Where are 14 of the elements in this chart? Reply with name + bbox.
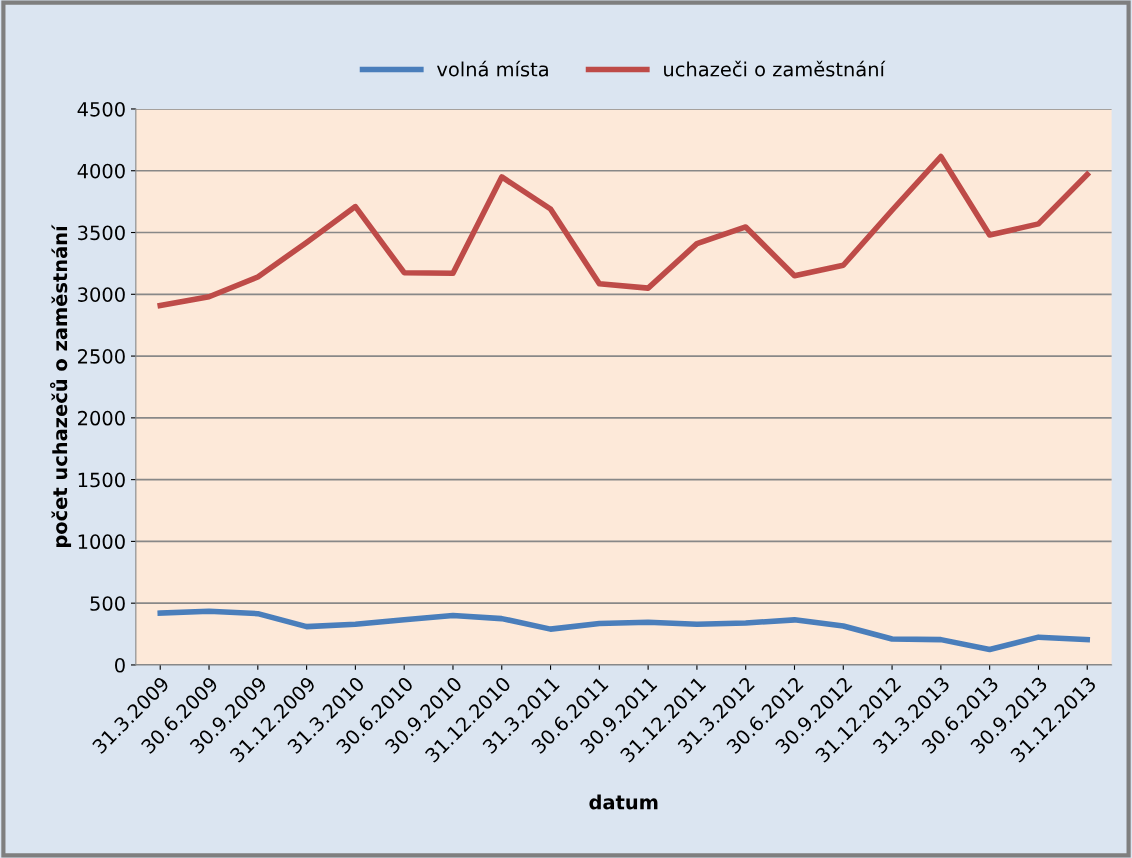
y-tick-label: 1500 <box>78 472 125 488</box>
y-tick-label: 4000 <box>77 163 125 179</box>
y-tick-label: 2000 <box>78 410 125 426</box>
y-tick-label: 0 <box>115 657 125 673</box>
legend-label: volná místa <box>436 60 548 77</box>
y-tick-label: 3000 <box>78 287 125 302</box>
y-tick-label: 500 <box>90 596 125 611</box>
y-tick-label: 2500 <box>78 349 125 364</box>
legend-label: uchazeči o zaměstnání <box>664 60 886 77</box>
x-axis-title: datum <box>589 794 658 810</box>
y-tick-label: 4500 <box>77 101 125 117</box>
y-axis-title: počet uchazečů o zaměstnání <box>49 224 72 548</box>
y-tick-label: 1000 <box>78 534 125 550</box>
y-tick-label: 3500 <box>78 225 125 241</box>
